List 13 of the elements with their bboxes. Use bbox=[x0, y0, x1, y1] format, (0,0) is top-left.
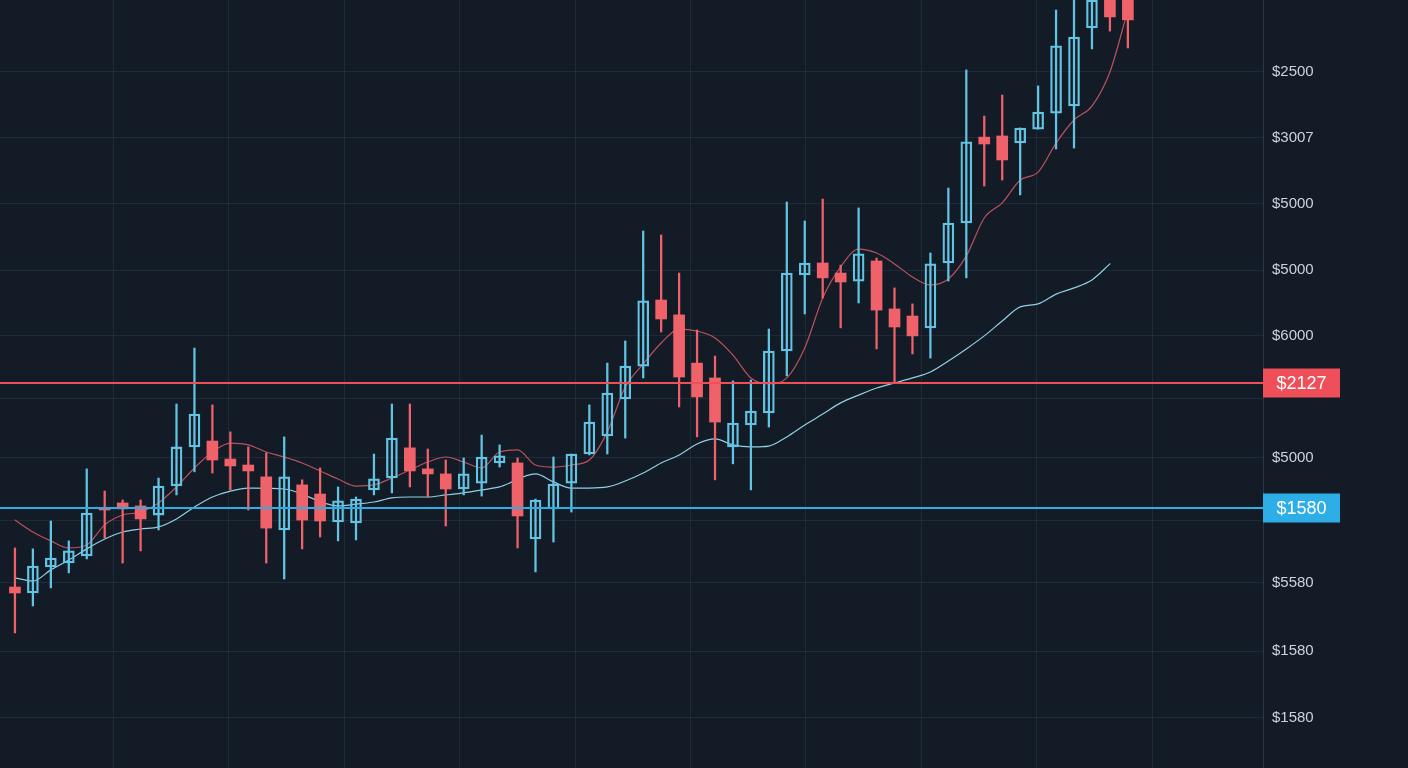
text: $3007 bbox=[1272, 127, 1314, 145]
ref-line-label: $1580 bbox=[1276, 497, 1327, 518]
text: $5000 bbox=[1272, 193, 1314, 211]
text: $5000 bbox=[1272, 260, 1314, 278]
candlestick bbox=[206, 404, 219, 474]
text: $2500 bbox=[1272, 61, 1314, 79]
ref-line-label: $2127 bbox=[1276, 372, 1327, 393]
text: $6000 bbox=[1272, 326, 1314, 344]
candlestick bbox=[888, 287, 901, 384]
text: $1580 bbox=[1272, 641, 1314, 659]
text: $1580 bbox=[1272, 707, 1314, 725]
text: $5580 bbox=[1272, 573, 1314, 591]
text: $5000 bbox=[1272, 448, 1314, 466]
